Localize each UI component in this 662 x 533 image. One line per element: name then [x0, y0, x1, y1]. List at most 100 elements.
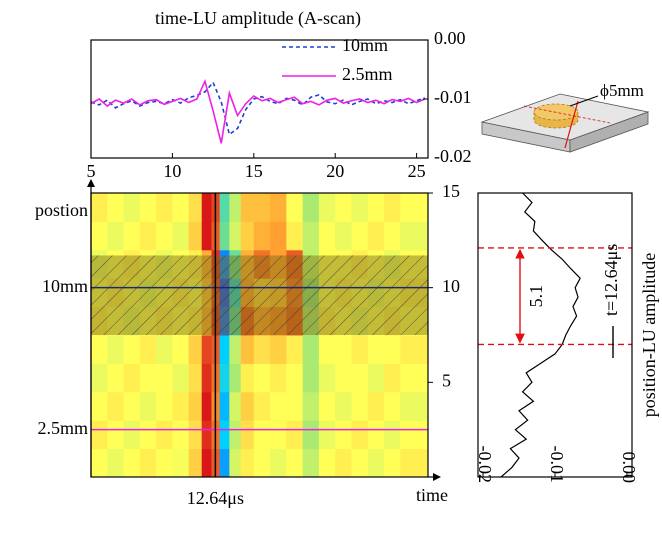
heat-cell: [384, 420, 401, 450]
heat-cell: [91, 391, 108, 421]
heat-cell: [229, 193, 242, 222]
heat-cell: [286, 391, 304, 421]
inset-label: ϕ5mm: [600, 81, 644, 100]
y-tick-label: -0.01: [434, 87, 472, 107]
heat-cell: [400, 221, 429, 251]
y-tick-label: 5: [442, 370, 451, 390]
heat-cell: [270, 335, 287, 364]
heat-cell: [318, 448, 336, 478]
heat-cell: [123, 335, 141, 364]
heat-cell: [139, 420, 157, 450]
heat-cell: [172, 448, 190, 478]
heat-cell: [188, 363, 203, 393]
heat-cell: [123, 363, 141, 393]
heat-cell: [351, 448, 369, 478]
heat-cell: [240, 193, 255, 222]
inset-diagram: [480, 93, 650, 153]
x-axis-label: position-LU amplitude: [639, 253, 659, 417]
x-tick-label: -0.01: [547, 446, 567, 484]
heat-cell: [240, 221, 255, 251]
heat-cell: [91, 363, 108, 393]
heat-cell: [123, 448, 141, 478]
heat-cell: [270, 363, 287, 393]
heat-cell: [286, 193, 304, 222]
heat-cell: [286, 221, 304, 251]
heat-cell: [156, 391, 173, 421]
x-tick-label: 10: [163, 161, 181, 181]
heat-cell: [400, 193, 429, 222]
heat-cell: [286, 335, 304, 364]
heat-cell: [318, 221, 336, 251]
heat-cell: [335, 363, 352, 393]
heat-cell: [229, 448, 242, 478]
heat-cell: [351, 420, 369, 450]
heat-cell: [188, 448, 203, 478]
heat-cell: [253, 391, 271, 421]
heat-cell: [384, 221, 401, 251]
x-tick-label: 25: [408, 161, 426, 181]
heat-cell: [188, 420, 203, 450]
heat-cell: [201, 420, 212, 450]
heat-cell: [229, 391, 242, 421]
heat-cell: [270, 448, 287, 478]
x-tick-label: 20: [326, 161, 344, 181]
heat-cell: [335, 193, 352, 222]
heat-cell: [156, 448, 173, 478]
heat-cell: [367, 221, 385, 251]
legend-label: 2.5mm: [342, 64, 393, 84]
heat-cell: [240, 420, 255, 450]
heat-cell: [91, 420, 108, 450]
heat-cell: [253, 420, 271, 450]
heat-cell: [123, 193, 141, 222]
heat-cell: [253, 193, 271, 222]
heat-cell: [253, 448, 271, 478]
heat-cell: [253, 335, 271, 364]
heat-cell: [367, 420, 385, 450]
heat-cell: [172, 193, 190, 222]
heat-cell: [318, 193, 336, 222]
marker-label: 12.64μs: [187, 488, 244, 508]
heat-cell: [219, 420, 230, 450]
heat-cell: [400, 448, 429, 478]
heat-cell: [384, 335, 401, 364]
y-tick-label: -0.02: [434, 146, 472, 166]
heat-cell: [156, 335, 173, 364]
heat-cell: [201, 363, 212, 393]
heat-cell: [240, 363, 255, 393]
heat-cell: [172, 335, 190, 364]
heat-cell: [201, 221, 212, 251]
heat-cell: [351, 335, 369, 364]
heat-cell: [139, 391, 157, 421]
heat-cell: [335, 391, 352, 421]
axis-arrow: [87, 179, 95, 187]
marker-label: 10mm: [42, 276, 88, 296]
plot-frame: [477, 192, 633, 478]
axis-arrow: [433, 473, 441, 481]
chart-title: time-LU amplitude (A-scan): [155, 8, 361, 29]
legend-label: t=12.64μs: [601, 244, 621, 316]
heat-cell: [188, 221, 203, 251]
heat-cell: [188, 391, 203, 421]
heat-cell: [123, 420, 141, 450]
heat-cell: [229, 335, 242, 364]
heat-cell: [367, 363, 385, 393]
heat-cell: [219, 391, 230, 421]
heat-cell: [367, 193, 385, 222]
data-line: [90, 80, 426, 136]
heat-cell: [302, 448, 320, 478]
heat-cell: [219, 193, 230, 222]
heat-cell: [240, 448, 255, 478]
marker-label: 2.5mm: [37, 418, 88, 438]
heat-cell: [318, 420, 336, 450]
profile-line: [500, 192, 581, 478]
heat-cell: [107, 420, 125, 450]
y-tick-label: 0.00: [434, 28, 466, 48]
heat-cell: [270, 221, 287, 251]
heat-cell: [229, 420, 242, 450]
heat-cell: [219, 448, 230, 478]
heat-cell: [302, 363, 320, 393]
heat-cell: [384, 448, 401, 478]
heat-cell: [367, 391, 385, 421]
heat-cell: [351, 193, 369, 222]
heat-cell: [302, 420, 320, 450]
